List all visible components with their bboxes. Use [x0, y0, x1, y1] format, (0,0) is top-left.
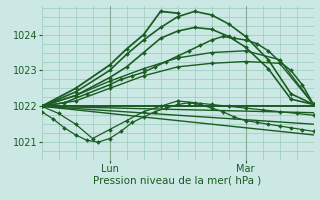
- X-axis label: Pression niveau de la mer( hPa ): Pression niveau de la mer( hPa ): [93, 176, 262, 186]
